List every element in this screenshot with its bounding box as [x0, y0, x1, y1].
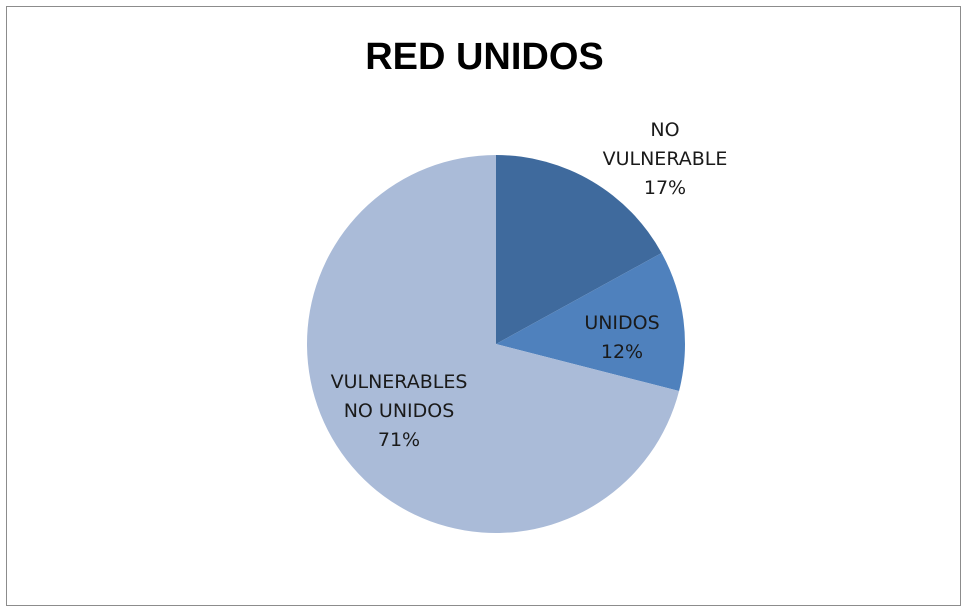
pie-slices [306, 155, 685, 533]
slice-category-label: NO [650, 119, 679, 141]
slice-label-1: UNIDOS 12% [584, 312, 659, 363]
slice-category-label: VULNERABLE [603, 148, 728, 170]
slice-label-0: NO VULNERABLE 17% [603, 119, 728, 199]
slice-percent-label: 71% [378, 429, 420, 451]
slice-category-label: VULNERABLES [331, 371, 468, 393]
slice-percent-label: 12% [601, 341, 643, 363]
slice-category-label: UNIDOS [584, 312, 659, 334]
pie-slice-0 [496, 155, 662, 344]
chart-title: RED UNIDOS [365, 36, 604, 78]
pie-slice-1 [496, 252, 685, 391]
pie-chart: NO VULNERABLE 17% UNIDOS 12% VULNERABLES NO UN… [306, 119, 728, 533]
slice-percent-label: 17% [644, 177, 686, 199]
pie-slice-2 [306, 155, 680, 533]
slice-category-label: NO UNIDOS [344, 400, 455, 422]
slice-label-2: VULNERABLES NO UNIDOS 71% [331, 371, 468, 451]
pie-labels: NO VULNERABLE 17% UNIDOS 12% VULNERABLES NO UN… [331, 119, 728, 451]
